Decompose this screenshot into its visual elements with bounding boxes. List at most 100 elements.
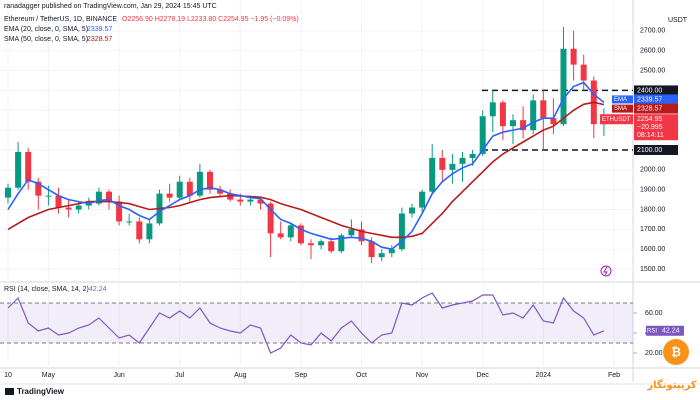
x-tick-label: Aug — [234, 372, 247, 379]
rsi-line — [7, 292, 605, 354]
candle-body — [409, 207, 415, 214]
level-tag: 2400.00 — [637, 87, 662, 94]
candle-body — [348, 229, 355, 236]
candle-body — [277, 233, 284, 238]
watermark: کریپتونگار — [646, 378, 696, 391]
candle-body — [15, 151, 22, 188]
candle-body — [247, 199, 254, 202]
candle-body — [217, 189, 224, 194]
candle-body — [45, 195, 52, 197]
close-tag-name-bg — [600, 114, 633, 125]
level-tag: 2100.00 — [637, 147, 662, 154]
candle-body — [126, 221, 133, 223]
candle-body — [166, 193, 173, 198]
ema-legend: EMA (20, close, 0, SMA, 5) — [4, 26, 88, 33]
candle-body — [227, 193, 234, 200]
candle-body — [479, 116, 486, 154]
ema-tag: 2339.57 — [637, 96, 662, 103]
candle-body — [287, 225, 294, 238]
sma-tag-name: SMA — [614, 106, 627, 112]
sma-legend: SMA (50, close, 0, SMA, 5) — [4, 36, 88, 43]
candle-body — [85, 203, 92, 206]
rsi-tag-name: RSI — [647, 328, 657, 334]
candle-body — [368, 241, 375, 258]
close-countdown: 08:14:11 — [637, 132, 664, 139]
x-tick-label: Dec — [476, 372, 489, 379]
candle-body — [186, 181, 193, 196]
y-tick-label: 2000.00 — [640, 167, 665, 174]
ema-line — [7, 81, 605, 251]
x-tick-label: Nov — [416, 372, 429, 379]
candle-body — [358, 229, 365, 242]
y-tick-label: 1500.00 — [640, 266, 665, 273]
candle-body — [196, 171, 203, 196]
candle-body — [308, 243, 314, 246]
y-tick-label: 2500.00 — [640, 67, 665, 74]
candle-body — [318, 241, 325, 246]
ema-tag-name: EMA — [614, 97, 627, 103]
x-tick-label: Oct — [356, 372, 367, 379]
candle-body — [429, 157, 436, 192]
candle-body — [328, 241, 335, 252]
alert-icon — [600, 265, 612, 277]
candle-body — [136, 221, 143, 240]
candle-body — [560, 48, 567, 125]
currency: USDT — [668, 17, 688, 24]
ema-tag-name-bg — [612, 95, 633, 104]
candle-body — [176, 181, 183, 198]
candle-body — [489, 102, 496, 117]
close-tag-bg — [634, 114, 678, 141]
rsi-band — [0, 303, 633, 343]
candle-body — [570, 48, 577, 65]
candle-body — [510, 120, 516, 127]
x-tick-label: Feb — [608, 372, 620, 379]
watermark-logo: ₿ — [663, 339, 689, 365]
candle-body — [459, 157, 466, 164]
candle-body — [106, 191, 112, 202]
candle-body — [580, 64, 587, 81]
ema-tag-bg — [634, 94, 678, 105]
symbol-title: Ethereum / TetherUS, 1D, BINANCE — [4, 16, 117, 23]
candle-body — [439, 157, 446, 170]
x-tick-label: 2024 — [536, 372, 552, 379]
candle-body — [267, 203, 274, 234]
candle-body — [5, 187, 11, 198]
candle-body — [146, 223, 153, 240]
footer-brand: TradingView — [17, 387, 65, 396]
candle-body — [398, 213, 405, 250]
candle-body — [116, 201, 123, 222]
rsi-tag: 42.24 — [662, 328, 680, 335]
tv-logo — [5, 388, 14, 395]
rsi-tag-bg — [660, 325, 684, 336]
y-tick-label: 1600.00 — [640, 246, 665, 253]
rsi-legend: RSI (14, close, SMA, 14, 2) — [4, 286, 89, 293]
x-tick-label: May — [42, 372, 56, 379]
candle-body — [449, 163, 456, 170]
ohlc: O2256.90 H2278.19 L2233.80 C2254.95 −1.9… — [122, 16, 299, 23]
sma-line — [7, 101, 605, 239]
candle-body — [388, 249, 395, 254]
candle-body — [207, 171, 213, 190]
candle-body — [550, 118, 557, 125]
candle-body — [540, 100, 547, 119]
candle-body — [35, 181, 42, 196]
y-tick-label: 1700.00 — [640, 226, 665, 233]
y-tick-label: 1800.00 — [640, 206, 665, 213]
svg-text:₿: ₿ — [671, 345, 681, 359]
candle-body — [55, 195, 62, 208]
rsi-tag-name-bg — [646, 325, 660, 336]
candle-body — [378, 253, 385, 258]
candle-body — [469, 153, 476, 158]
ema-legend-value: 2339.57 — [87, 26, 112, 33]
candle-body — [257, 199, 264, 204]
rsi-tick-label: 20.00 — [645, 350, 663, 357]
candle-body — [338, 235, 345, 252]
candle-body — [297, 225, 304, 244]
candle-body — [499, 102, 506, 127]
rsi-tick-label: 60.00 — [645, 310, 663, 317]
plot: 1500.00 1600.00 1700.00 1800.00 1900.00 2000.… — [0, 0, 684, 379]
x-tick-label: Jun — [113, 372, 124, 379]
y-tick-label: 2700.00 — [640, 28, 665, 35]
x-tick-label: 10 — [4, 372, 12, 379]
